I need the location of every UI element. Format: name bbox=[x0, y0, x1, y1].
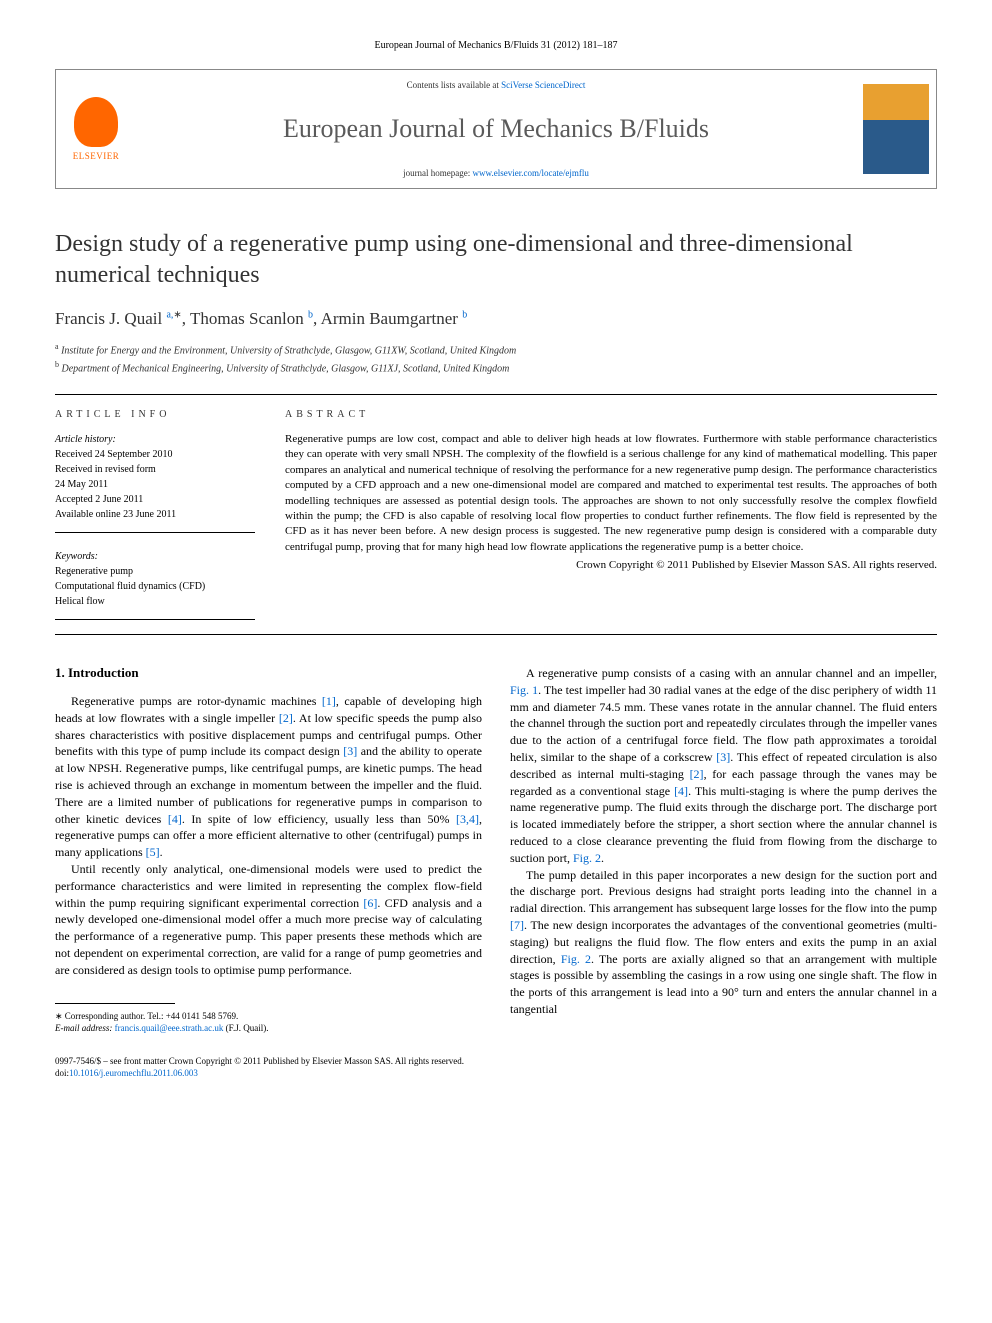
keywords-block: Keywords: Regenerative pump Computationa… bbox=[55, 549, 255, 620]
divider-bottom bbox=[55, 634, 937, 635]
elsevier-tree-icon bbox=[74, 97, 118, 147]
keyword-3: Helical flow bbox=[55, 594, 255, 609]
journal-name: European Journal of Mechanics B/Fluids bbox=[156, 114, 836, 144]
history-label: Article history: bbox=[55, 432, 255, 447]
history-revised-date: 24 May 2011 bbox=[55, 477, 255, 492]
article-title: Design study of a regenerative pump usin… bbox=[55, 229, 937, 291]
header-center: Contents lists available at SciVerse Sci… bbox=[136, 70, 856, 188]
history-online: Available online 23 June 2011 bbox=[55, 507, 255, 522]
history-revised: Received in revised form bbox=[55, 462, 255, 477]
abstract-label: ABSTRACT bbox=[285, 409, 937, 420]
footnote-email-suffix: (F.J. Quail). bbox=[223, 1023, 268, 1033]
keyword-1: Regenerative pump bbox=[55, 564, 255, 579]
journal-cover bbox=[856, 70, 936, 188]
publisher-name: ELSEVIER bbox=[73, 151, 120, 161]
body-columns: 1. Introduction Regenerative pumps are r… bbox=[55, 665, 937, 1035]
homepage-link[interactable]: www.elsevier.com/locate/ejmflu bbox=[473, 168, 589, 178]
right-column: A regenerative pump consists of a casing… bbox=[510, 665, 937, 1035]
corresponding-author-footnote: ∗ Corresponding author. Tel.: +44 0141 5… bbox=[55, 1010, 482, 1035]
info-abstract-row: ARTICLE INFO Article history: Received 2… bbox=[55, 395, 937, 634]
publisher-logo: ELSEVIER bbox=[56, 70, 136, 188]
article-info-column: ARTICLE INFO Article history: Received 2… bbox=[55, 409, 255, 620]
keyword-2: Computational fluid dynamics (CFD) bbox=[55, 579, 255, 594]
sciencedirect-link[interactable]: SciVerse ScienceDirect bbox=[501, 80, 585, 90]
footer-doi[interactable]: 10.1016/j.euromechflu.2011.06.003 bbox=[69, 1068, 198, 1078]
contents-line: Contents lists available at SciVerse Sci… bbox=[156, 80, 836, 90]
affiliation-a: a Institute for Energy and the Environme… bbox=[55, 341, 937, 358]
footnote-email-label: E-mail address: bbox=[55, 1023, 115, 1033]
history-received: Received 24 September 2010 bbox=[55, 447, 255, 462]
journal-reference: European Journal of Mechanics B/Fluids 3… bbox=[55, 40, 937, 51]
homepage-line: journal homepage: www.elsevier.com/locat… bbox=[156, 168, 836, 178]
article-history: Article history: Received 24 September 2… bbox=[55, 432, 255, 533]
article-info-label: ARTICLE INFO bbox=[55, 409, 255, 420]
abstract-text: Regenerative pumps are low cost, compact… bbox=[285, 432, 937, 555]
footer-doi-label: doi: bbox=[55, 1068, 69, 1078]
abstract-column: ABSTRACT Regenerative pumps are low cost… bbox=[285, 409, 937, 620]
authors-line: Francis J. Quail a,∗, Thomas Scanlon b, … bbox=[55, 309, 937, 329]
col1-para2: Until recently only analytical, one-dime… bbox=[55, 861, 482, 979]
journal-header: ELSEVIER Contents lists available at Sci… bbox=[55, 69, 937, 189]
cover-thumbnail bbox=[863, 84, 929, 174]
footnote-separator bbox=[55, 1003, 175, 1004]
affiliation-b-text: Department of Mechanical Engineering, Un… bbox=[62, 363, 510, 374]
affiliation-a-text: Institute for Energy and the Environment… bbox=[61, 346, 516, 357]
affiliation-b: b Department of Mechanical Engineering, … bbox=[55, 359, 937, 376]
footer-issn: 0997-7546/$ – see front matter Crown Cop… bbox=[55, 1055, 937, 1068]
affiliations: a Institute for Energy and the Environme… bbox=[55, 341, 937, 376]
section-1-heading: 1. Introduction bbox=[55, 665, 482, 681]
homepage-prefix: journal homepage: bbox=[403, 168, 472, 178]
contents-prefix: Contents lists available at bbox=[407, 80, 501, 90]
footnote-email[interactable]: francis.quail@eee.strath.ac.uk bbox=[115, 1023, 224, 1033]
abstract-copyright: Crown Copyright © 2011 Published by Else… bbox=[285, 559, 937, 571]
col2-para2: The pump detailed in this paper incorpor… bbox=[510, 867, 937, 1018]
history-accepted: Accepted 2 June 2011 bbox=[55, 492, 255, 507]
footnote-corr: ∗ Corresponding author. Tel.: +44 0141 5… bbox=[55, 1010, 482, 1023]
footnote-email-line: E-mail address: francis.quail@eee.strath… bbox=[55, 1022, 482, 1035]
keywords-label: Keywords: bbox=[55, 549, 255, 564]
left-column: 1. Introduction Regenerative pumps are r… bbox=[55, 665, 482, 1035]
col2-para1: A regenerative pump consists of a casing… bbox=[510, 665, 937, 867]
paper-page: European Journal of Mechanics B/Fluids 3… bbox=[0, 0, 992, 1110]
col1-para1: Regenerative pumps are rotor-dynamic mac… bbox=[55, 693, 482, 861]
footer: 0997-7546/$ – see front matter Crown Cop… bbox=[55, 1055, 937, 1080]
footer-doi-line: doi:10.1016/j.euromechflu.2011.06.003 bbox=[55, 1067, 937, 1080]
